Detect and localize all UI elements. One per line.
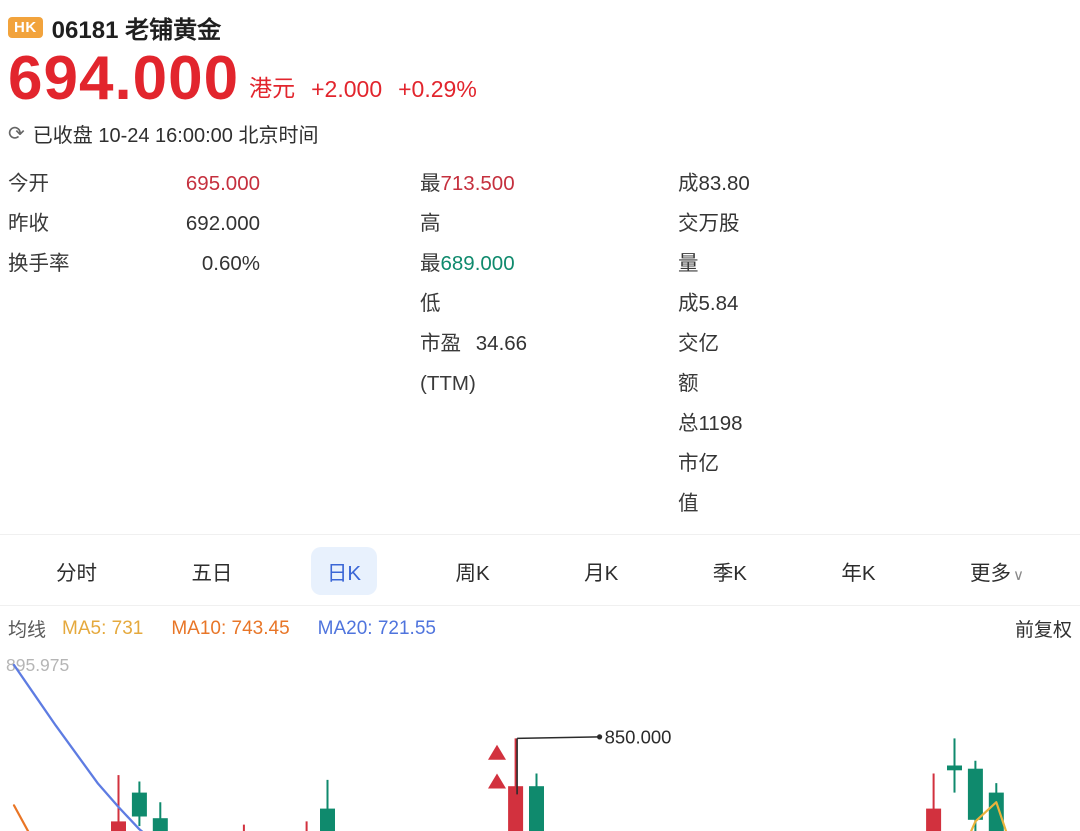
stock-name: 老铺黄金 [125, 16, 222, 44]
market-badge: HK [8, 16, 43, 38]
period-tabs: 分时 五日 日K 周K 月K 季K 年K 更多 ∨ [0, 534, 1080, 605]
stat-value: 689.000 [440, 252, 515, 275]
stat-row: 最高 713.500 [420, 164, 515, 244]
stat-label: 今开 [8, 172, 49, 195]
svg-text:850.000: 850.000 [605, 726, 672, 747]
tab-minute[interactable]: 分时 [56, 562, 97, 585]
stat-value: 692.000 [185, 212, 260, 235]
candlestick-chart[interactable]: 895.975778.487661.000850.000661.000 [0, 650, 1080, 831]
current-price: 694.000 [8, 44, 240, 113]
stats-column-1: 今开 695.000 昨收 692.000 换手率 0.60% [8, 164, 260, 524]
currency-label: 港元 [249, 75, 296, 101]
svg-text:895.975: 895.975 [6, 655, 69, 675]
ma-legend-title: 均线 [8, 620, 47, 641]
stat-row: 昨收 692.000 [8, 204, 260, 244]
stat-label: 市盈(TTM) [420, 332, 476, 395]
stat-label: 成交量 [678, 172, 699, 275]
price-change-percent: +0.29% [398, 76, 477, 102]
stat-value: 83.80万股 [698, 172, 750, 235]
stat-label: 换手率 [8, 252, 70, 275]
ma5-legend: MA5: 731 [62, 617, 144, 639]
tab-yearly-k[interactable]: 年K [841, 562, 876, 585]
stat-value: 695.000 [185, 172, 260, 195]
price-row: 694.000 港元 +2.000 +0.29% [8, 48, 1072, 110]
tab-five-day[interactable]: 五日 [191, 562, 233, 585]
tab-more-label: 更多 [970, 562, 1011, 585]
stat-label: 昨收 [8, 212, 49, 235]
title-row: HK 06181 老铺黄金 [8, 10, 1072, 45]
market-status-text: 已收盘 10-24 16:00:00 北京时间 [32, 125, 319, 147]
stats-column-2: 最高 713.500 最低 689.000 市盈(TTM) 34.66 [420, 164, 527, 524]
stat-label: 最高 [420, 172, 441, 235]
stat-value: 1198亿 [698, 412, 743, 475]
tab-weekly-k[interactable]: 周K [455, 562, 490, 585]
tab-daily-k[interactable]: 日K [310, 547, 378, 595]
chevron-down-icon: ∨ [1013, 567, 1024, 584]
stat-row: 今开 695.000 [8, 164, 260, 204]
stat-value: 5.84亿 [698, 292, 739, 355]
tab-more[interactable]: 更多 ∨ [954, 547, 1040, 595]
stats-column-3: 成交量 83.80万股 成交额 5.84亿 总市值 1198亿 [678, 164, 750, 524]
chart-area: 895.975778.487661.000850.000661.000 [0, 650, 1080, 831]
stat-row: 成交额 5.84亿 [678, 284, 738, 404]
ma10-legend: MA10: 743.45 [171, 617, 290, 639]
stat-label: 成交额 [678, 292, 699, 395]
adjust-mode-selector[interactable]: 前复权 [1014, 620, 1072, 641]
stat-row: 最低 689.000 [420, 244, 515, 324]
stat-row: 市盈(TTM) 34.66 [420, 324, 527, 404]
stat-label: 最低 [420, 252, 441, 315]
stat-label: 总市值 [678, 412, 699, 515]
market-status-row: ⟳ 已收盘 10-24 16:00:00 北京时间 [8, 119, 1072, 148]
stats-grid: 今开 695.000 昨收 692.000 换手率 0.60% 最高 713.500 最… [8, 164, 1068, 524]
ma20-legend: MA20: 721.55 [317, 617, 436, 639]
quote-header: HK 06181 老铺黄金 694.000 港元 +2.000 +0.29% ⟳… [0, 0, 1080, 148]
stock-code-name: 06181 老铺黄金 [52, 10, 221, 45]
stat-value: 0.60% [201, 252, 260, 275]
stat-row: 成交量 83.80万股 [678, 164, 750, 284]
ma-legend-bar: 均线 MA5: 731 MA10: 743.45 MA20: 721.55 前复… [0, 605, 1080, 648]
tab-monthly-k[interactable]: 月K [584, 562, 619, 585]
tab-quarterly-k[interactable]: 季K [712, 562, 747, 585]
refresh-icon[interactable]: ⟳ [8, 123, 25, 145]
stat-value: 34.66 [475, 332, 528, 355]
stat-row: 总市值 1198亿 [678, 404, 743, 524]
stock-code: 06181 [51, 16, 119, 44]
stat-value: 713.500 [440, 172, 515, 195]
price-change: +2.000 [311, 76, 383, 102]
stat-row: 换手率 0.60% [8, 244, 260, 284]
